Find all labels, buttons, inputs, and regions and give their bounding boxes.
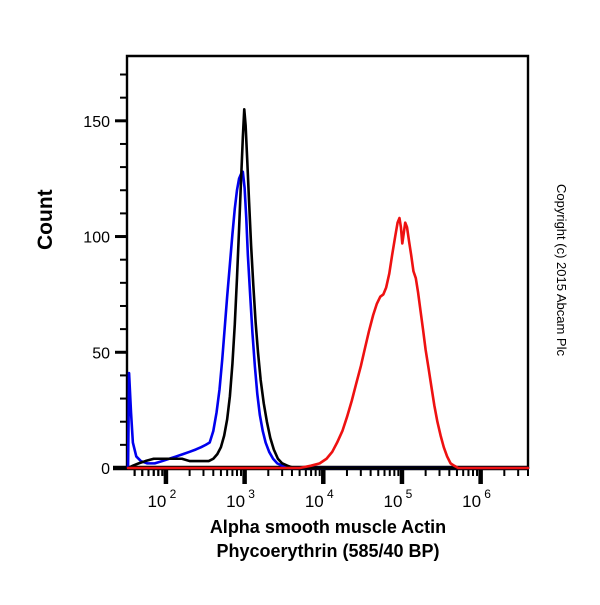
y-axis-tick-label: 150 <box>83 114 110 131</box>
y-axis-title: Count <box>34 189 57 250</box>
x-axis-tick-label: 10 5 <box>383 487 412 511</box>
x-axis-tick-mantissa: 10 <box>305 492 324 511</box>
y-axis-tick-label: 50 <box>92 345 110 362</box>
x-axis-tick-label: 10 4 <box>305 487 334 511</box>
histogram-trace-1 <box>126 107 530 470</box>
x-axis-tick-mantissa: 10 <box>226 492 245 511</box>
x-axis-tick-mantissa: 10 <box>462 492 481 511</box>
x-axis-tick-exponent: 6 <box>484 487 491 501</box>
x-axis-title-line2: Phycoerythrin (585/40 BP) <box>216 541 440 561</box>
histogram-trace-2 <box>126 216 530 470</box>
x-axis-title-line1: Alpha smooth muscle Actin <box>209 517 447 537</box>
copyright-notice: Copyright (c) 2015 Abcam Plc <box>554 184 569 356</box>
x-axis-tick-label: 10 6 <box>462 487 491 511</box>
y-axis-tick-label: 0 <box>101 461 110 478</box>
x-axis-tick-exponent: 4 <box>327 487 334 501</box>
x-axis-tick-label: 10 2 <box>147 487 176 511</box>
x-axis-tick-exponent: 3 <box>248 487 255 501</box>
histogram-trace-0 <box>126 170 530 470</box>
x-axis-tick-label: 10 3 <box>226 487 255 511</box>
x-axis-tick-mantissa: 10 <box>383 492 402 511</box>
plot-frame <box>125 54 530 468</box>
x-axis-tick-exponent: 2 <box>170 487 177 501</box>
x-axis-title: Alpha smooth muscle Actin Phycoerythrin … <box>127 515 529 563</box>
x-axis-tick-exponent: 5 <box>406 487 413 501</box>
x-axis-tick-mantissa: 10 <box>147 492 166 511</box>
y-axis-tick-label: 100 <box>83 230 110 247</box>
